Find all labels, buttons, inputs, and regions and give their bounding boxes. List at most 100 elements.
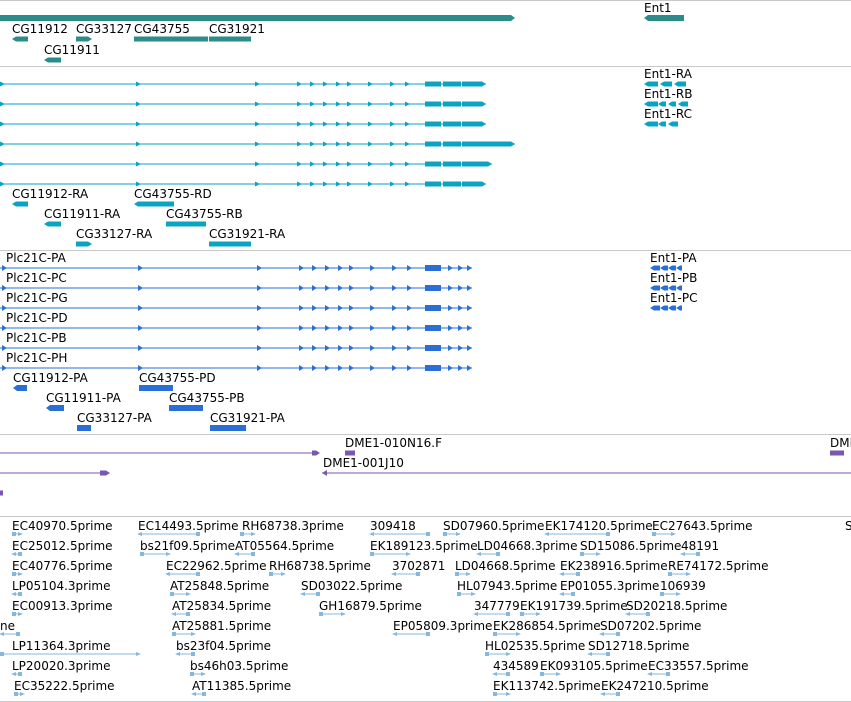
est-label[interactable]: EK191739.5prime <box>520 599 628 613</box>
est-label[interactable]: SD15086.5prime <box>580 539 682 553</box>
exon-arrow[interactable] <box>392 265 397 271</box>
est-block[interactable] <box>196 532 200 536</box>
exon-arrow[interactable] <box>392 345 397 351</box>
gene-label-ent1[interactable]: Ent1 <box>644 1 672 15</box>
est-label[interactable]: 434589 <box>493 659 539 673</box>
exon-arrow[interactable] <box>368 161 373 167</box>
exon-arrow[interactable] <box>310 141 315 147</box>
exon-block[interactable] <box>660 81 672 87</box>
exon-arrow[interactable] <box>312 305 317 311</box>
est-block[interactable] <box>606 532 610 536</box>
est-block[interactable] <box>0 652 4 656</box>
est-arrow[interactable] <box>596 552 601 556</box>
feature-bar[interactable] <box>76 241 92 247</box>
feature-bar[interactable] <box>650 285 660 291</box>
exon-arrow[interactable] <box>2 325 7 331</box>
exon-arrow[interactable] <box>255 161 260 167</box>
exon-arrow[interactable] <box>336 121 341 127</box>
est-block[interactable] <box>190 672 194 676</box>
est-arrow[interactable] <box>516 632 521 636</box>
est-block[interactable] <box>18 672 22 676</box>
exon-block[interactable] <box>668 101 676 107</box>
est-label[interactable]: EK113742.5prime <box>493 679 601 693</box>
clone-end[interactable] <box>830 450 844 456</box>
exon-arrow[interactable] <box>257 285 262 291</box>
est-arrow[interactable] <box>406 552 411 556</box>
est-block[interactable] <box>251 552 255 556</box>
est-block[interactable] <box>319 612 323 616</box>
est-arrow[interactable] <box>471 592 476 596</box>
est-arrow[interactable] <box>175 652 180 656</box>
exon-block[interactable] <box>425 305 441 311</box>
exon-arrow[interactable] <box>257 265 262 271</box>
est-arrow[interactable] <box>300 592 305 596</box>
exon-arrow[interactable] <box>390 141 395 147</box>
mrna-label[interactable]: CG33127-RA <box>76 227 153 241</box>
feature-bar[interactable] <box>660 305 668 311</box>
exon-arrow[interactable] <box>405 81 410 87</box>
est-arrow[interactable] <box>492 672 497 676</box>
est-label[interactable]: bs23f04.5prime <box>176 639 272 653</box>
exon-arrow[interactable] <box>368 141 373 147</box>
exon-arrow[interactable] <box>349 285 354 291</box>
est-block[interactable] <box>426 532 430 536</box>
exon-arrow[interactable] <box>370 325 375 331</box>
exon-arrow[interactable] <box>297 181 302 187</box>
exon-arrow[interactable] <box>0 81 5 87</box>
exon-arrow[interactable] <box>349 265 354 271</box>
exon-arrow[interactable] <box>467 325 472 331</box>
protein-label[interactable]: Plc21C-PC <box>6 271 67 285</box>
exon-arrow[interactable] <box>458 265 463 271</box>
mrna-label[interactable]: Ent1-RA <box>644 67 692 81</box>
est-block[interactable] <box>170 592 174 596</box>
est-label[interactable]: LP05104.3prime <box>12 579 111 593</box>
mrna-label[interactable]: CG11912-RA <box>12 187 89 201</box>
est-arrow[interactable] <box>11 672 16 676</box>
est-label[interactable]: EK174120.5prime <box>545 519 653 533</box>
est-arrow[interactable] <box>191 632 196 636</box>
gene-bar[interactable] <box>12 36 28 42</box>
est-block[interactable] <box>191 652 195 656</box>
exon-arrow[interactable] <box>370 285 375 291</box>
exon-arrow[interactable] <box>370 365 375 371</box>
exon-arrow[interactable] <box>0 161 5 167</box>
est-arrow[interactable] <box>686 572 691 576</box>
exon-arrow[interactable] <box>310 161 315 167</box>
feature-bar[interactable] <box>650 305 660 311</box>
est-block[interactable] <box>457 592 461 596</box>
exon-arrow[interactable] <box>136 101 141 107</box>
exon-arrow[interactable] <box>349 345 354 351</box>
est-block[interactable] <box>370 552 374 556</box>
est-block[interactable] <box>493 632 497 636</box>
exon-arrow[interactable] <box>325 305 330 311</box>
exon-arrow[interactable] <box>136 161 141 167</box>
feature-bar[interactable] <box>660 285 668 291</box>
exon-block[interactable] <box>462 161 492 167</box>
exon-arrow[interactable] <box>2 345 7 351</box>
exon-arrow[interactable] <box>467 305 472 311</box>
exon-arrow[interactable] <box>390 101 395 107</box>
exon-arrow[interactable] <box>325 265 330 271</box>
exon-arrow[interactable] <box>255 181 260 187</box>
gene-label-cg43755[interactable]: CG43755 <box>134 22 190 36</box>
exon-block[interactable] <box>425 101 441 107</box>
exon-arrow[interactable] <box>407 365 412 371</box>
est-block[interactable] <box>616 692 620 696</box>
est-label[interactable]: EK189123.5prime <box>370 539 478 553</box>
exon-block[interactable] <box>674 81 686 87</box>
exon-arrow[interactable] <box>299 325 304 331</box>
est-arrow[interactable] <box>559 592 564 596</box>
exon-block[interactable] <box>462 81 486 87</box>
exon-arrow[interactable] <box>467 345 472 351</box>
exon-block[interactable] <box>443 121 461 127</box>
protein-label[interactable]: CG43755-PD <box>139 371 216 385</box>
est-label[interactable]: SD07202.5prime <box>600 619 702 633</box>
exon-block[interactable] <box>425 365 441 371</box>
exon-arrow[interactable] <box>338 285 343 291</box>
est-block[interactable] <box>172 632 176 636</box>
feature-bar[interactable] <box>650 265 660 271</box>
est-block[interactable] <box>576 572 580 576</box>
exon-arrow[interactable] <box>2 285 7 291</box>
exon-arrow[interactable] <box>467 365 472 371</box>
est-arrow[interactable] <box>625 612 630 616</box>
